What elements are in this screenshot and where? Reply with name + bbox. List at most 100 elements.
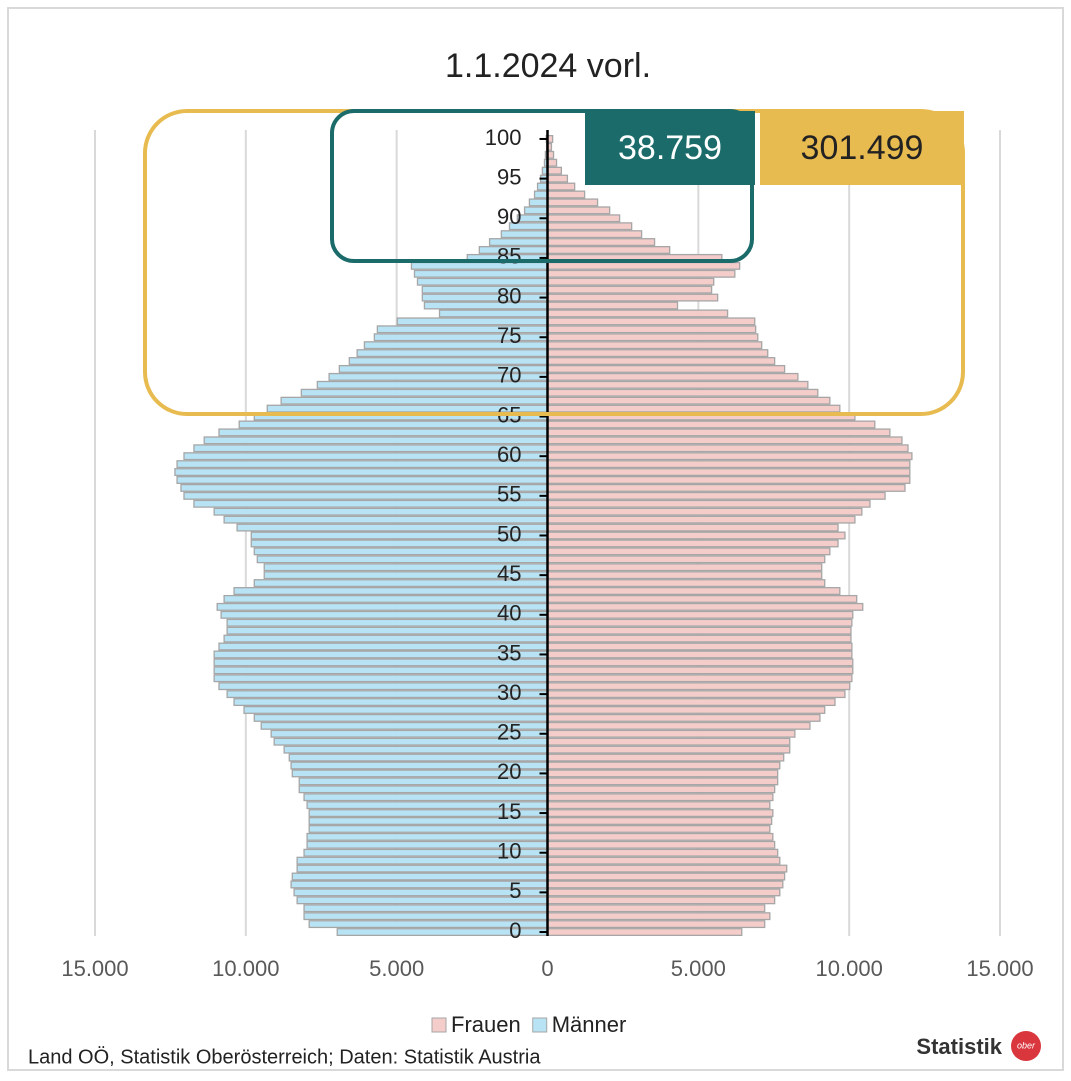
bar bbox=[243, 705, 549, 714]
bar bbox=[546, 468, 911, 477]
bar bbox=[546, 499, 871, 508]
bar bbox=[546, 563, 823, 572]
bar bbox=[546, 642, 853, 651]
bar bbox=[546, 523, 839, 532]
bar bbox=[546, 610, 854, 619]
x-tick-label: 5.000 bbox=[369, 956, 424, 981]
bar bbox=[546, 452, 913, 461]
bar bbox=[193, 499, 549, 508]
bar bbox=[308, 824, 549, 833]
bar bbox=[546, 206, 611, 215]
bar bbox=[536, 182, 549, 191]
bar bbox=[546, 793, 774, 802]
bar bbox=[546, 396, 831, 405]
bar bbox=[546, 380, 809, 389]
y-tick-label: 0 bbox=[509, 918, 521, 943]
bar bbox=[546, 309, 729, 318]
bar bbox=[546, 404, 841, 413]
bar bbox=[546, 293, 719, 302]
bar bbox=[546, 698, 836, 707]
bar bbox=[546, 912, 771, 921]
y-tick-label: 75 bbox=[497, 323, 521, 348]
plot-area: 15.000 10.000 5.000 0 5.000 10.000 15.000 0 5 10 1… bbox=[61, 125, 1033, 981]
x-tick-label: 10.000 bbox=[816, 956, 883, 981]
bar bbox=[533, 190, 549, 199]
bar bbox=[546, 682, 851, 691]
bar bbox=[546, 238, 656, 247]
bar bbox=[174, 468, 549, 477]
bar bbox=[176, 460, 549, 469]
bar bbox=[546, 658, 854, 667]
bar bbox=[546, 801, 771, 810]
bar bbox=[546, 420, 876, 429]
bar bbox=[546, 555, 826, 564]
bar bbox=[546, 904, 766, 913]
bar bbox=[438, 309, 549, 318]
bar bbox=[546, 864, 788, 873]
logo-badge-text: ober bbox=[1017, 1040, 1036, 1050]
y-tick-label: 30 bbox=[497, 680, 521, 705]
y-tick-label: 85 bbox=[497, 244, 521, 269]
bar bbox=[546, 848, 779, 857]
bar bbox=[546, 166, 563, 175]
bar bbox=[546, 388, 819, 397]
bar bbox=[193, 444, 549, 453]
x-tick-label: 5.000 bbox=[671, 956, 726, 981]
bar bbox=[546, 809, 774, 818]
bar bbox=[546, 705, 826, 714]
bar bbox=[546, 872, 786, 881]
bar bbox=[546, 372, 799, 381]
bar bbox=[500, 230, 549, 239]
bar bbox=[176, 476, 549, 484]
bar bbox=[546, 269, 736, 278]
bar bbox=[546, 531, 846, 540]
bar bbox=[546, 547, 831, 556]
bar bbox=[546, 634, 852, 643]
bar bbox=[376, 325, 549, 334]
bar bbox=[528, 198, 549, 207]
y-tick-label: 100 bbox=[485, 125, 522, 150]
bar bbox=[546, 246, 671, 254]
bar bbox=[546, 769, 779, 778]
bar bbox=[546, 840, 776, 849]
bar bbox=[546, 888, 781, 897]
bar bbox=[546, 618, 853, 627]
bar bbox=[546, 817, 773, 825]
bar bbox=[546, 920, 766, 929]
y-tick-label: 20 bbox=[497, 759, 521, 784]
bar bbox=[546, 261, 741, 270]
y-tick-label: 60 bbox=[497, 442, 521, 467]
bar bbox=[546, 745, 791, 754]
bar bbox=[546, 174, 569, 183]
bar bbox=[213, 666, 549, 675]
legend: Frauen Männer bbox=[431, 1012, 627, 1037]
chart-title: 1.1.2024 vorl. bbox=[445, 47, 651, 85]
x-tick-label: 15.000 bbox=[966, 956, 1033, 981]
bar bbox=[546, 507, 863, 516]
bar bbox=[296, 864, 549, 873]
bar bbox=[203, 436, 549, 445]
bar bbox=[546, 594, 858, 603]
bar bbox=[546, 650, 853, 659]
legend-swatch bbox=[431, 1017, 447, 1033]
bar bbox=[423, 301, 549, 310]
bar bbox=[546, 483, 906, 492]
bar bbox=[546, 341, 763, 350]
bar bbox=[546, 785, 776, 794]
source: Land OÖ, Statistik Oberösterreich; Daten… bbox=[28, 1046, 541, 1068]
bar bbox=[213, 507, 549, 516]
bar bbox=[546, 230, 643, 239]
bar bbox=[253, 547, 549, 556]
bar bbox=[546, 626, 852, 635]
bar bbox=[546, 824, 771, 833]
y-tick-label: 5 bbox=[509, 878, 521, 903]
bar bbox=[413, 269, 549, 278]
legend-label: Männer bbox=[552, 1012, 627, 1037]
y-tick-label: 70 bbox=[497, 363, 521, 388]
bar bbox=[421, 293, 549, 302]
bar bbox=[546, 285, 713, 294]
bar bbox=[546, 832, 774, 841]
bar bbox=[546, 436, 903, 445]
bar bbox=[546, 301, 679, 310]
